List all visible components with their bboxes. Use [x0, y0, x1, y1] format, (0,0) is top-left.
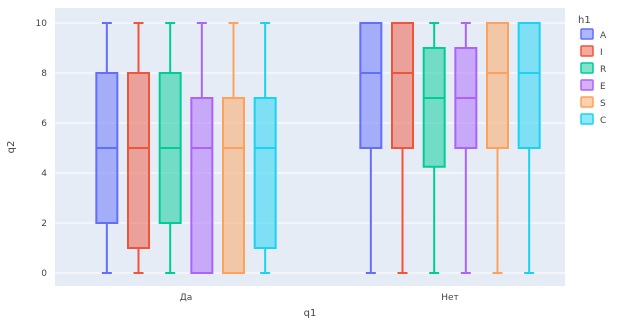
y-tick-label: 8	[41, 69, 47, 79]
legend-title: h1	[578, 15, 591, 26]
legend-swatch	[580, 113, 594, 125]
box-A-0	[95, 22, 119, 274]
y-tick-label: 10	[36, 19, 48, 29]
legend-swatch	[580, 28, 594, 40]
legend-label: A	[600, 31, 607, 41]
legend-label: E	[600, 82, 606, 92]
x-tick-labels: Да Нет	[180, 293, 459, 303]
box-iqr	[517, 22, 541, 149]
box-C-0	[253, 22, 277, 274]
x-tick-label: Нет	[441, 293, 459, 303]
box-iqr	[422, 47, 446, 168]
legend-label: S	[600, 99, 606, 109]
legend-item-A: A	[580, 28, 607, 41]
legend-label: R	[600, 65, 606, 75]
box-C-1	[517, 22, 541, 274]
box-A-1	[359, 22, 383, 274]
box-I-0	[127, 22, 150, 274]
box-I-1	[391, 22, 414, 274]
legend-swatch	[580, 96, 594, 108]
box-R-1	[422, 22, 446, 274]
y-tick-labels: 0 2 4 6 8 10	[36, 19, 48, 279]
legend-label: I	[600, 48, 603, 58]
legend-item-I: I	[580, 45, 603, 58]
box-series	[95, 22, 541, 274]
box-E-1	[454, 22, 478, 274]
box-iqr	[127, 72, 150, 249]
box-E-0	[190, 22, 214, 274]
y-tick-label: 6	[41, 119, 47, 129]
y-tick-label: 4	[41, 169, 47, 179]
legend-item-E: E	[580, 79, 606, 92]
box-iqr	[222, 97, 245, 274]
box-S-1	[486, 22, 509, 274]
y-axis-title: q2	[6, 141, 17, 154]
box-iqr	[359, 22, 383, 149]
x-axis-title: q1	[304, 308, 317, 319]
legend-item-R: R	[580, 62, 606, 75]
y-tick-label: 2	[41, 219, 47, 229]
legend-item-C: C	[580, 113, 606, 126]
box-iqr	[190, 97, 214, 274]
legend-swatch	[580, 79, 594, 91]
legend-item-S: S	[580, 96, 606, 109]
legend-swatch	[580, 45, 594, 57]
legend-swatch	[580, 62, 594, 74]
box-iqr	[253, 97, 277, 249]
box-R-0	[158, 22, 182, 274]
box-iqr	[486, 22, 509, 149]
box-iqr	[391, 22, 414, 149]
x-tick-label: Да	[180, 293, 193, 303]
y-tick-label: 0	[41, 269, 47, 279]
legend-label: C	[600, 116, 606, 126]
box-S-0	[222, 22, 245, 274]
